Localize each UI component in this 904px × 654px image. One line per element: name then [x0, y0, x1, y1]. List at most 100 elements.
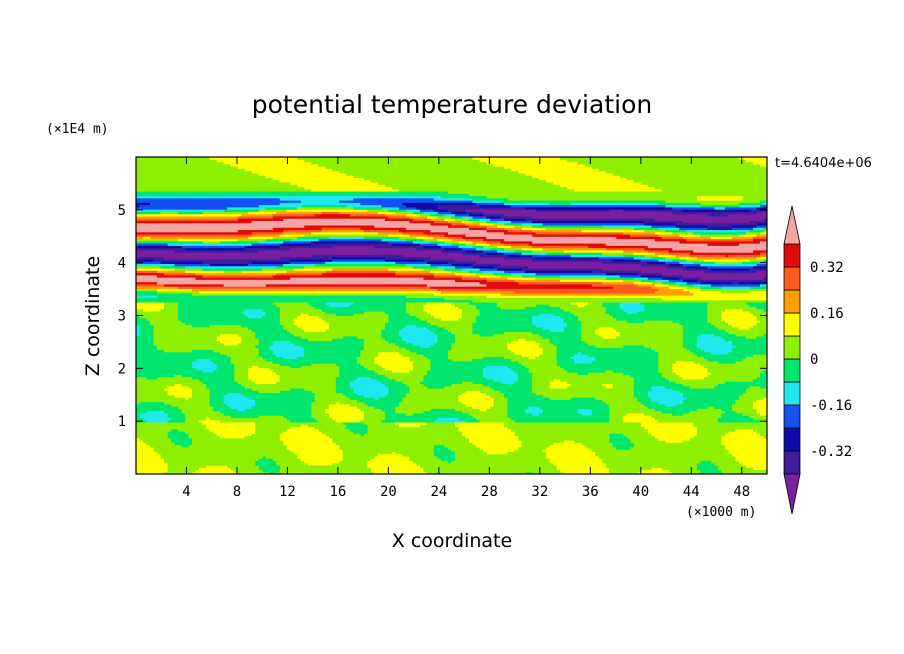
- contour-cell: [171, 243, 176, 246]
- contour-cell: [476, 195, 481, 201]
- contour-cell: [178, 274, 183, 278]
- contour-cell: [262, 471, 267, 474]
- contour-cell: [504, 218, 509, 221]
- contour-cell: [476, 408, 481, 421]
- contour-cell: [353, 224, 358, 228]
- contour-cell: [293, 317, 298, 326]
- contour-cell: [384, 351, 389, 371]
- contour-cell: [213, 288, 218, 292]
- contour-cell: [374, 236, 379, 240]
- contour-cell: [335, 238, 340, 242]
- contour-cell: [318, 236, 323, 240]
- contour-cell: [311, 265, 316, 269]
- contour-cell: [150, 231, 155, 235]
- contour-cell: [223, 295, 228, 326]
- contour-cell: [220, 421, 225, 439]
- contour-cell: [462, 272, 467, 276]
- contour-cell: [248, 263, 253, 267]
- contour-cell: [497, 220, 502, 224]
- contour-cell: [423, 297, 428, 303]
- contour-cell: [493, 229, 498, 233]
- contour-cell: [269, 197, 274, 206]
- contour-cell: [248, 170, 253, 192]
- contour-cell: [279, 390, 284, 416]
- contour-cell: [381, 290, 386, 294]
- contour-cell: [423, 304, 428, 312]
- contour-cell: [500, 231, 505, 240]
- contour-cell: [286, 274, 291, 280]
- contour-cell: [314, 238, 319, 242]
- contour-cell: [476, 358, 481, 385]
- contour-cell: [150, 288, 155, 292]
- contour-cell: [458, 410, 463, 421]
- contour-cell: [202, 274, 207, 278]
- contour-cell: [325, 295, 330, 303]
- contour-cell: [402, 288, 407, 292]
- contour-cell: [433, 211, 439, 215]
- contour-cell: [388, 247, 393, 255]
- contour-cell: [213, 295, 218, 326]
- contour-cell: [381, 397, 386, 412]
- contour-cell: [269, 177, 274, 192]
- contour-cell: [269, 243, 274, 246]
- contour-cell: [202, 272, 207, 276]
- contour-cell: [255, 197, 260, 208]
- contour-cell: [139, 215, 144, 219]
- contour-cell: [412, 315, 418, 326]
- contour-cell: [181, 240, 186, 244]
- contour-cell: [497, 365, 502, 382]
- contour-cell: [304, 256, 309, 260]
- contour-cell: [234, 190, 239, 197]
- contour-cell: [349, 200, 354, 203]
- contour-cell: [136, 157, 141, 192]
- contour-cell: [367, 292, 372, 296]
- contour-cell: [136, 421, 141, 439]
- contour-cell: [511, 247, 516, 251]
- contour-cell: [237, 243, 242, 246]
- contour-cell: [405, 356, 411, 373]
- contour-cell: [497, 306, 502, 335]
- contour-cell: [311, 240, 316, 244]
- contour-cell: [286, 206, 291, 210]
- contour-cell: [493, 333, 498, 357]
- contour-cell: [367, 272, 372, 278]
- contour-cell: [451, 222, 456, 226]
- contour-cell: [265, 367, 270, 385]
- contour-cell: [185, 270, 190, 274]
- contour-cell: [374, 363, 379, 373]
- contour-cell: [293, 202, 298, 208]
- contour-cell: [409, 369, 414, 416]
- contour-cell: [328, 301, 333, 308]
- contour-cell: [160, 265, 165, 269]
- contour-cell: [511, 157, 516, 172]
- contour-cell: [504, 157, 509, 169]
- contour-cell: [297, 231, 302, 235]
- contour-cell: [419, 245, 425, 251]
- contour-cell: [483, 385, 488, 394]
- contour-cell: [139, 245, 144, 249]
- contour-cell: [192, 190, 197, 197]
- contour-cell: [353, 233, 358, 237]
- contour-cell: [504, 240, 509, 244]
- contour-cell: [279, 200, 284, 203]
- contour-cell: [192, 267, 197, 271]
- contour-cell: [143, 401, 148, 414]
- contour-cell: [265, 229, 270, 233]
- contour-cell: [514, 267, 519, 271]
- contour-cell: [405, 215, 411, 219]
- contour-cell: [374, 243, 379, 249]
- contour-cell: [511, 218, 516, 221]
- contour-cell: [458, 204, 463, 212]
- contour-cell: [426, 263, 432, 267]
- contour-cell: [262, 261, 267, 265]
- contour-cell: [388, 190, 393, 197]
- contour-cell: [272, 415, 277, 462]
- contour-cell: [472, 408, 477, 418]
- contour-cell: [353, 195, 358, 199]
- contour-cell: [476, 274, 481, 278]
- contour-cell: [227, 247, 232, 251]
- contour-cell: [483, 195, 488, 201]
- contour-cell: [405, 297, 411, 303]
- contour-cell: [181, 288, 186, 292]
- contour-cell: [416, 301, 421, 319]
